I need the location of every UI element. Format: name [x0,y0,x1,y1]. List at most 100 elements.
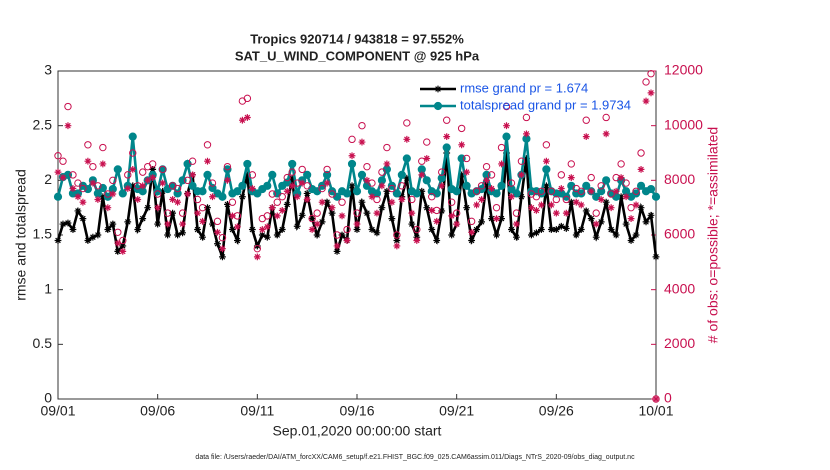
point [617,193,625,201]
point [218,192,227,201]
point [64,102,72,111]
x-tick-label: 09/16 [339,403,374,419]
point [392,189,401,198]
point [448,212,456,220]
point [214,228,221,236]
y-tick-label: 3 [44,62,52,78]
point [243,94,252,103]
point [213,217,222,226]
point [493,231,500,239]
y2-axis-label: # of obs: o=possible; *=assimilated [705,127,721,343]
point [468,237,476,244]
point [528,204,535,212]
point [139,168,147,176]
y2-tick-label: 0 [664,390,672,406]
point [158,165,167,174]
point [582,116,590,124]
point [523,130,530,138]
point [298,179,306,187]
point [438,207,446,215]
point [462,154,471,163]
point [188,157,197,165]
point [313,220,321,228]
legend-label: totalspread grand pr = 1.9734 [460,97,631,112]
point [607,190,615,198]
point [169,209,177,217]
point [378,204,386,212]
point [248,226,256,233]
point [84,237,92,244]
point [194,209,201,217]
point [547,187,556,195]
point [577,201,585,209]
point [59,174,67,181]
point [597,182,605,190]
point [342,189,352,198]
point [552,226,560,233]
point [403,135,411,143]
point [607,204,615,212]
point [263,212,271,220]
x-tick-label: 09/01 [40,403,75,419]
point [542,182,550,190]
point [592,233,600,241]
point [602,130,610,138]
point [303,182,311,190]
point [592,192,601,201]
point [229,226,236,233]
point [434,85,442,93]
point [622,193,630,201]
point [388,184,396,193]
point [363,162,371,171]
point [174,231,181,239]
point [627,203,635,212]
point [79,198,87,206]
point [323,198,331,206]
x-tick-label: 09/06 [140,403,175,419]
point [318,218,326,226]
point [328,204,336,212]
point [224,200,231,208]
x-tick-label: 09/26 [539,403,574,419]
point [522,113,531,122]
point [283,187,291,195]
point [99,143,107,152]
point [54,168,62,176]
y2-tick-label: 4000 [664,280,695,296]
point [408,220,416,228]
y2-tick-label: 8000 [664,171,695,187]
y-tick-label: 1 [44,280,52,296]
point [293,222,301,230]
point [443,116,451,124]
point [124,218,132,226]
point [348,182,356,190]
point [457,124,466,133]
y-tick-label: 2 [44,171,52,187]
point [238,193,246,201]
point [118,189,127,198]
point [348,152,356,160]
point [328,209,336,217]
point [333,231,341,239]
point [493,215,500,222]
point [497,143,506,152]
point [228,198,237,206]
point [74,207,82,215]
point [358,198,366,206]
point [214,240,221,248]
point [562,225,570,232]
point [338,212,346,220]
point [229,212,236,220]
point [552,209,560,217]
point [323,179,331,187]
point [79,184,87,193]
point [412,189,421,198]
point [263,181,272,190]
point [243,114,251,121]
point [278,193,286,201]
chart-title: Tropics 920714 / 943818 = 97.552% [250,31,464,46]
point [53,192,63,201]
point [587,215,595,222]
point [64,219,72,227]
point [308,226,316,233]
